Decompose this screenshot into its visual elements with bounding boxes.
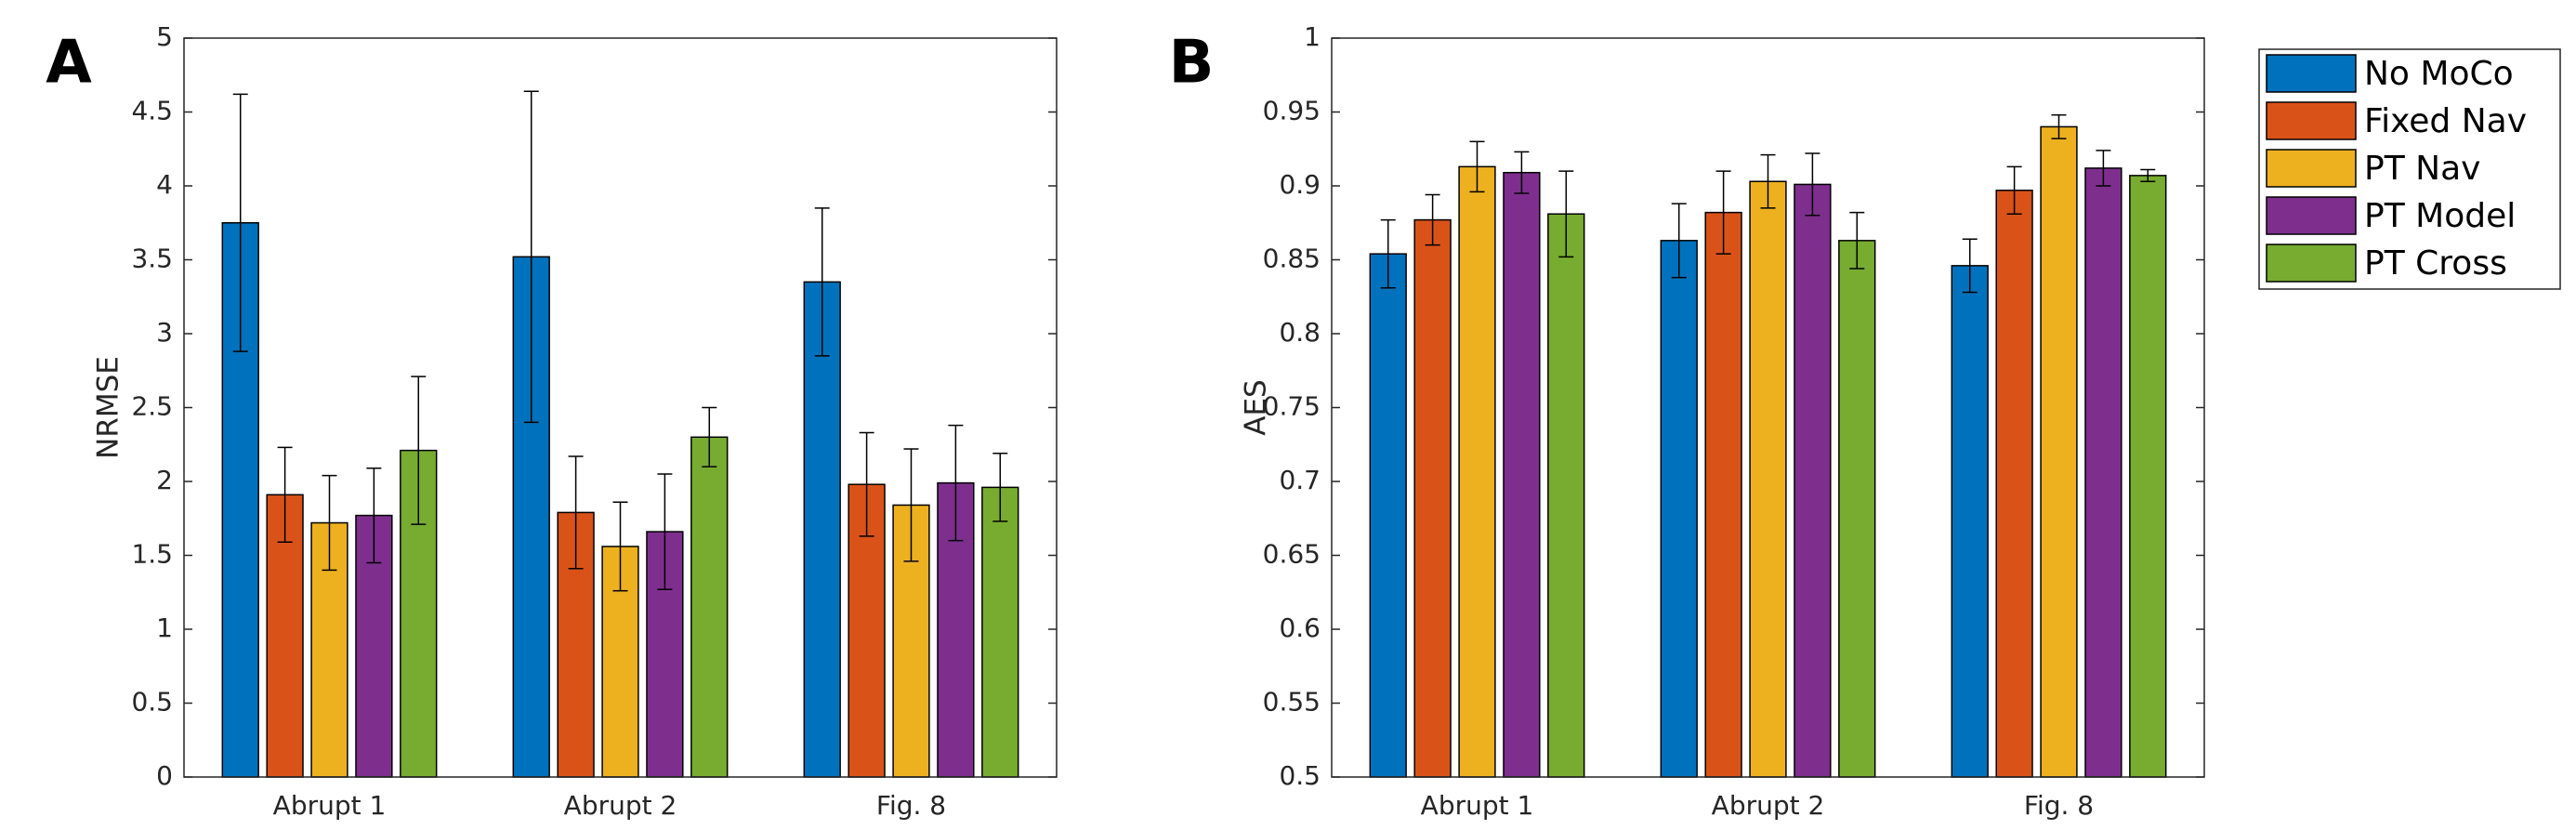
error-bar [1425, 193, 1440, 246]
y-tick-label: 1 [1304, 21, 1321, 52]
error-bar [232, 93, 248, 352]
legend-swatch [2266, 101, 2357, 140]
error-bar [657, 473, 673, 590]
error-bar [1380, 218, 1396, 289]
y-tick-label: 0.5 [1279, 760, 1321, 791]
bar [1951, 265, 1989, 778]
error-bar [411, 375, 427, 525]
legend-swatch [2266, 244, 2357, 283]
axes-box [1331, 37, 2205, 778]
y-tick-label: 2 [156, 465, 173, 495]
x-tick-label: Fig. 8 [876, 790, 946, 821]
legend-swatch [2266, 149, 2357, 188]
y-tick-label: 0.9 [1279, 169, 1321, 200]
bar [1838, 240, 1876, 778]
error-bar [1469, 140, 1485, 193]
error-bar [814, 207, 830, 357]
panel-label: A [46, 29, 92, 98]
y-tick-label: 1 [156, 613, 173, 643]
y-tick-label: 0.55 [1263, 687, 1321, 718]
y-tick-label: 0.75 [1263, 391, 1321, 422]
bar [1458, 165, 1496, 778]
legend-swatch [2266, 54, 2357, 93]
y-tick-label: 0.65 [1263, 539, 1321, 570]
error-bar [523, 90, 539, 424]
y-axis-label: NRMSE [92, 356, 125, 459]
axes-box [183, 37, 1058, 778]
error-bar [2096, 150, 2111, 187]
bar [2084, 167, 2123, 778]
y-tick-label: 0 [156, 760, 173, 791]
error-bar [1760, 153, 1776, 209]
y-tick-label: 1.5 [131, 539, 173, 570]
error-bar [612, 501, 628, 592]
error-bar [1715, 170, 1731, 255]
bar [981, 486, 1019, 778]
error-bar [2051, 113, 2067, 139]
y-tick-label: 0.85 [1263, 244, 1321, 274]
y-tick-label: 0.95 [1263, 96, 1321, 126]
y-tick-label: 3 [156, 317, 173, 348]
y-tick-label: 0.8 [1279, 317, 1321, 348]
bar [1413, 218, 1452, 778]
x-tick-label: Abrupt 2 [1712, 790, 1825, 821]
legend-label: PT Model [2364, 197, 2516, 235]
bar [2040, 125, 2078, 778]
bar [803, 281, 841, 778]
error-bar [1514, 151, 1530, 194]
error-bar [702, 406, 717, 468]
x-tick-label: Fig. 8 [2024, 790, 2094, 821]
error-bar [2006, 165, 2022, 215]
y-tick-label: 0.7 [1279, 465, 1321, 495]
bar [1503, 171, 1541, 778]
bar [1547, 213, 1585, 778]
error-bar [1962, 238, 1978, 294]
bar [1749, 180, 1787, 778]
bar [1704, 211, 1742, 778]
x-tick-label: Abrupt 2 [564, 790, 677, 821]
error-bar [948, 424, 964, 542]
bar [1794, 183, 1832, 778]
x-tick-label: Abrupt 1 [273, 790, 387, 821]
error-bar [992, 453, 1008, 522]
error-bar [859, 431, 874, 537]
y-tick-label: 3.5 [131, 244, 173, 274]
error-bar [1849, 211, 1865, 270]
error-bar [1805, 152, 1820, 217]
bar [1995, 190, 2033, 778]
error-bar [2140, 168, 2156, 182]
y-tick-label: 5 [156, 21, 173, 52]
y-axis-label: AES [1240, 379, 1273, 435]
error-bar [366, 467, 382, 564]
legend-label: PT Cross [2364, 244, 2507, 283]
error-bar [1671, 203, 1687, 279]
bar [690, 436, 729, 778]
bar [2129, 175, 2167, 778]
legend-label: Fixed Nav [2364, 102, 2527, 140]
y-tick-label: 0.5 [131, 687, 173, 718]
error-bar [568, 455, 584, 570]
y-tick-label: 0.6 [1279, 613, 1321, 643]
bar [1369, 253, 1407, 778]
legend-label: No MoCo [2364, 55, 2514, 93]
y-tick-label: 2.5 [131, 391, 173, 422]
y-tick-label: 4.5 [131, 96, 173, 126]
panel-label: B [1169, 29, 1215, 98]
x-tick-label: Abrupt 1 [1421, 790, 1534, 821]
legend-swatch [2266, 196, 2357, 235]
error-bar [1558, 170, 1574, 258]
legend-label: PT Nav [2364, 150, 2480, 188]
error-bar [322, 474, 337, 572]
y-tick-label: 4 [156, 169, 173, 200]
error-bar [903, 448, 919, 562]
bar [1660, 240, 1698, 778]
error-bar [277, 446, 293, 543]
